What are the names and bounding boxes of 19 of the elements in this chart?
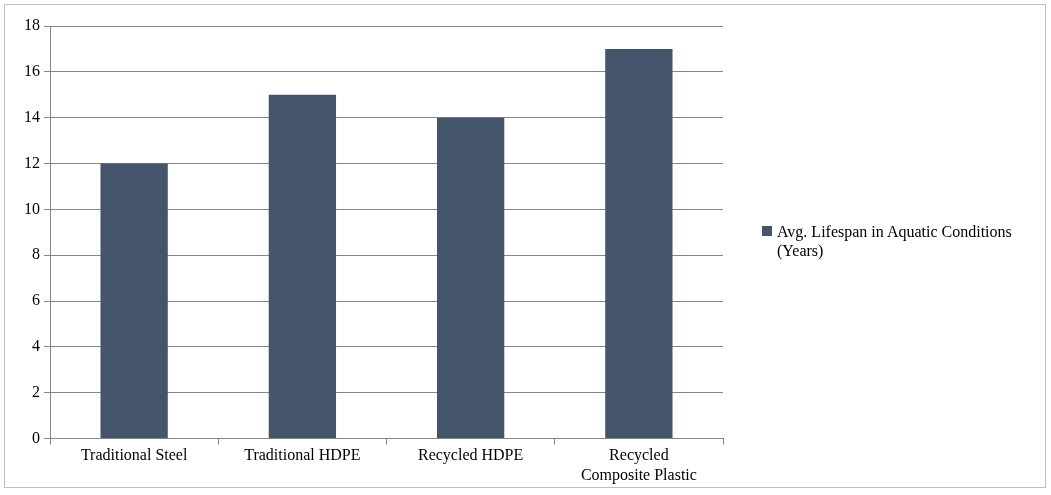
bar <box>100 163 168 439</box>
x-tick-label: Recycled HDPE <box>417 446 524 465</box>
y-tick-label: 2 <box>32 382 40 400</box>
y-tick-label: 4 <box>32 337 40 355</box>
bar <box>268 94 337 439</box>
y-tick-label: 0 <box>32 428 40 446</box>
bar <box>436 117 505 439</box>
y-tick-label: 8 <box>32 245 40 263</box>
y-tick-label: 18 <box>24 16 40 34</box>
legend-label: Avg. Lifespan in Aquatic Conditions (Years) <box>777 222 1013 260</box>
y-tick-label: 6 <box>32 291 40 309</box>
y-tick-label: 14 <box>24 107 40 125</box>
y-tick-label: 16 <box>24 62 40 80</box>
x-tick-label: Recycled Composite Plastic <box>580 446 697 484</box>
y-tick-label: 12 <box>24 153 40 171</box>
bar <box>605 48 673 439</box>
x-tick-label: Traditional Steel <box>80 446 188 464</box>
y-tick-label: 10 <box>24 199 40 217</box>
x-tick-label: Traditional HDPE <box>244 446 361 464</box>
